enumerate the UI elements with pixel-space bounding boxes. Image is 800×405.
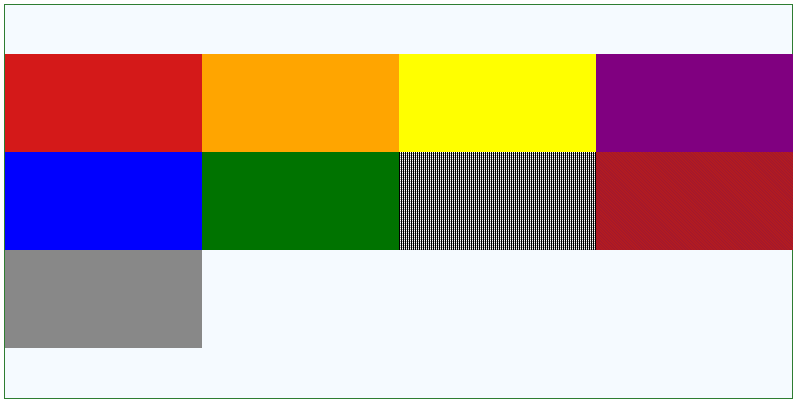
color-tile xyxy=(5,250,202,348)
canvas-frame xyxy=(4,4,793,399)
color-tile xyxy=(399,54,596,152)
color-tile xyxy=(596,54,793,152)
color-tile xyxy=(5,152,202,250)
color-tile xyxy=(202,54,399,152)
color-tile xyxy=(596,152,793,250)
color-tile-grid xyxy=(5,54,794,348)
color-tile xyxy=(399,152,596,250)
color-tile xyxy=(5,54,202,152)
color-tile xyxy=(202,152,399,250)
